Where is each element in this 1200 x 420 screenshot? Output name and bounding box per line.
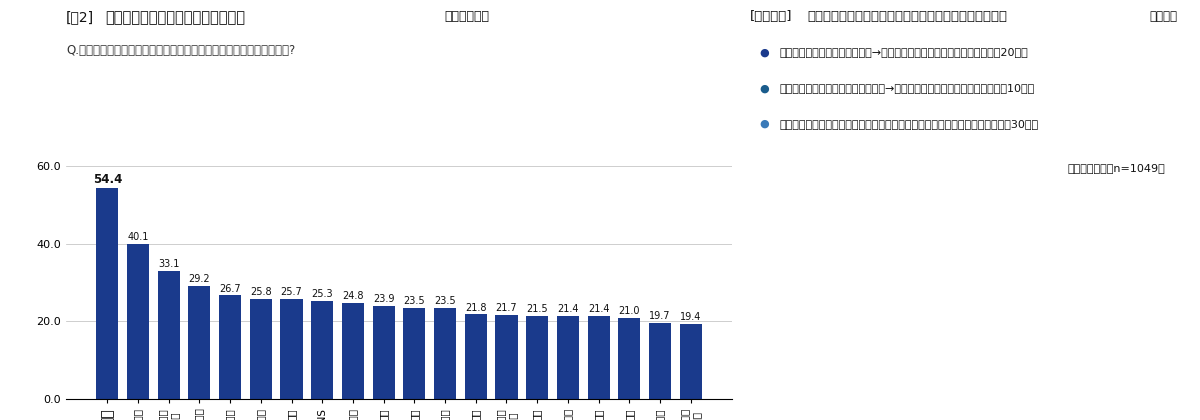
- Bar: [157, 270, 180, 399]
- Bar: [618, 318, 641, 399]
- Bar: [496, 315, 517, 399]
- Bar: [96, 188, 119, 399]
- Text: 「確実に睡眠時間を確保する」→「仕事のパフォーマンスの上昇」（男性20代）: 「確実に睡眠時間を確保する」→「仕事のパフォーマンスの上昇」（男性20代）: [780, 47, 1028, 58]
- Text: 21.0: 21.0: [618, 306, 640, 316]
- Text: [図2]: [図2]: [66, 10, 94, 24]
- Text: 19.7: 19.7: [649, 311, 671, 321]
- Text: 23.5: 23.5: [403, 296, 425, 306]
- Text: （複数回答）: （複数回答）: [444, 10, 490, 24]
- Text: タイパを重視（n=1049）: タイパを重視（n=1049）: [1068, 163, 1165, 173]
- Text: 21.7: 21.7: [496, 303, 517, 313]
- Text: 33.1: 33.1: [158, 259, 180, 269]
- Bar: [127, 244, 149, 399]
- Text: 「帰宅後時間があればあえて仮眠」→「勉強に集中しやすくなった」（男性10代）: 「帰宅後時間があればあえて仮眠」→「勉強に集中しやすくなった」（男性10代）: [780, 83, 1036, 93]
- Bar: [526, 316, 548, 399]
- Bar: [679, 324, 702, 399]
- Text: ●: ●: [760, 47, 769, 58]
- Text: 21.4: 21.4: [557, 304, 578, 314]
- Text: 54.4: 54.4: [92, 173, 122, 186]
- Text: 25.7: 25.7: [281, 287, 302, 297]
- Text: 21.4: 21.4: [588, 304, 610, 314]
- Text: （抜粋）: （抜粋）: [1150, 10, 1177, 24]
- Text: ●: ●: [760, 83, 769, 93]
- Bar: [188, 286, 210, 399]
- Text: Q.タイパを重視して得られた時間をどのようなことに使っていますか?: Q.タイパを重視して得られた時間をどのようなことに使っていますか?: [66, 44, 295, 57]
- Text: 23.5: 23.5: [434, 296, 456, 306]
- Text: [自由回答]: [自由回答]: [750, 10, 792, 24]
- Bar: [403, 308, 426, 399]
- Text: 25.3: 25.3: [312, 289, 334, 299]
- Bar: [588, 316, 610, 399]
- Text: 睡眠のタイパのためにやっていることと実感した効果: 睡眠のタイパのためにやっていることと実感した効果: [808, 10, 1008, 24]
- Text: 26.7: 26.7: [220, 284, 241, 294]
- Bar: [557, 316, 578, 399]
- Text: 25.8: 25.8: [250, 287, 271, 297]
- Text: 21.5: 21.5: [527, 304, 548, 314]
- Bar: [434, 308, 456, 399]
- Text: 29.2: 29.2: [188, 274, 210, 284]
- Text: 21.8: 21.8: [466, 302, 486, 312]
- Bar: [311, 301, 334, 399]
- Text: 23.9: 23.9: [373, 294, 395, 304]
- Text: 24.8: 24.8: [342, 291, 364, 301]
- Text: 19.4: 19.4: [680, 312, 701, 322]
- Bar: [342, 303, 364, 399]
- Bar: [649, 323, 671, 399]
- Text: 「ストレッチなどしすぐに眠りにつけるようにして、時間を有効活用」（男性30代）: 「ストレッチなどしすぐに眠りにつけるようにして、時間を有効活用」（男性30代）: [780, 119, 1039, 129]
- Bar: [464, 315, 487, 399]
- Bar: [220, 296, 241, 399]
- Bar: [372, 306, 395, 399]
- Bar: [281, 299, 302, 399]
- Bar: [250, 299, 272, 399]
- Text: ●: ●: [760, 119, 769, 129]
- Text: 40.1: 40.1: [127, 231, 149, 241]
- Text: タイパ重視で生まれた時間の使い方: タイパ重視で生まれた時間の使い方: [106, 10, 246, 26]
